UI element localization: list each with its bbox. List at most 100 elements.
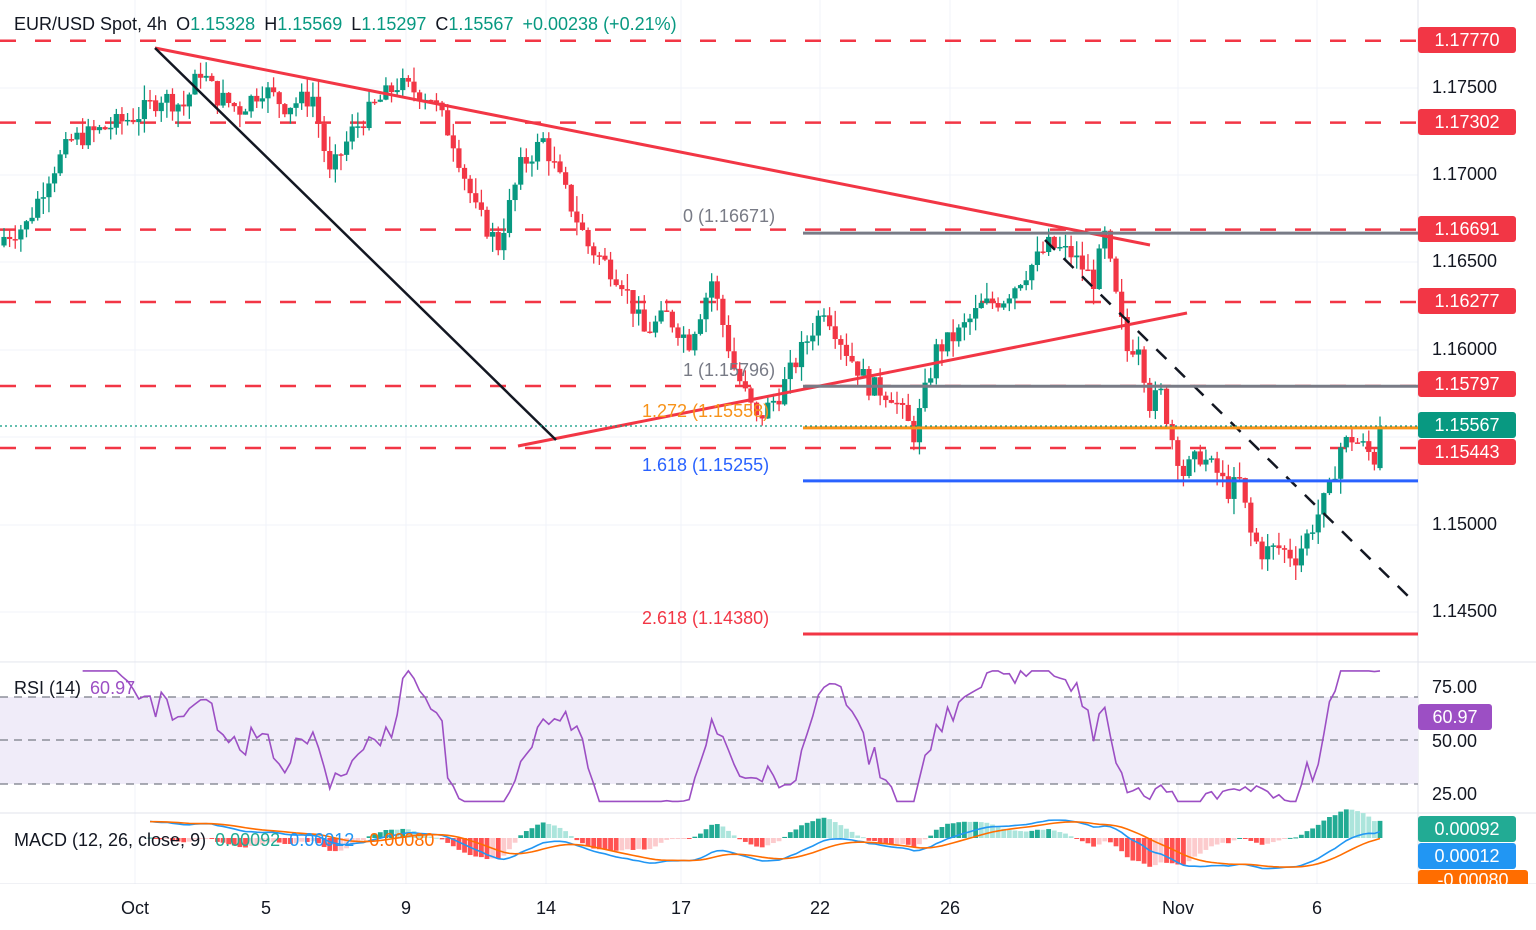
open-label: O xyxy=(176,14,191,34)
candle-body xyxy=(804,341,810,343)
macd-histogram-bar xyxy=(1225,838,1231,844)
macd-histogram-bar xyxy=(1254,838,1259,843)
macd-histogram-bar xyxy=(731,835,737,838)
rsi-tick: 50.00 xyxy=(1432,731,1478,751)
rsi-tick: 25.00 xyxy=(1432,784,1478,804)
macd-histogram-bar xyxy=(759,838,765,848)
macd-histogram-bar xyxy=(299,838,305,842)
macd-histogram-bar xyxy=(1102,838,1108,842)
macd-histogram-bar xyxy=(1130,838,1136,861)
candle-body xyxy=(669,311,675,328)
macd-histogram-bar xyxy=(321,838,327,848)
candle-body xyxy=(1371,451,1377,465)
candle-body xyxy=(956,327,962,342)
candle-body xyxy=(1006,298,1012,304)
ascending-support-trendline xyxy=(517,311,1188,448)
candle-body xyxy=(181,104,187,107)
high-value: 1.15569 xyxy=(277,14,343,34)
macd-histogram-bar xyxy=(1119,838,1125,852)
macd-histogram-bar xyxy=(518,835,524,838)
candle-body xyxy=(102,127,108,130)
candle-body xyxy=(900,402,906,405)
macd-histogram-bar xyxy=(686,838,692,839)
date-tick: 22 xyxy=(809,898,831,918)
macd-histogram-bar xyxy=(1298,834,1304,838)
candle-body xyxy=(293,103,299,108)
macd-line xyxy=(149,819,1381,870)
macd-histogram-bar xyxy=(484,838,490,860)
macd-histogram-bar xyxy=(259,838,265,845)
ohlc-legend: EUR/USD Spot, 4h O1.15328 H1.15569 L1.15… xyxy=(14,14,681,35)
candle-body xyxy=(518,157,524,185)
candle-body xyxy=(484,209,490,237)
macd-histogram-bar xyxy=(282,838,288,844)
macd-histogram-bar xyxy=(546,823,552,838)
candle-body xyxy=(1265,546,1271,560)
macd-histogram-bar xyxy=(799,825,804,838)
candle-body xyxy=(186,94,192,107)
candle-body xyxy=(394,90,400,93)
macd-histogram-bar xyxy=(456,838,462,850)
macd-histogram-bar xyxy=(1203,838,1209,850)
candle-body xyxy=(254,95,260,102)
macd-histogram-bar xyxy=(787,832,793,838)
candle-body xyxy=(1192,451,1198,460)
macd-histogram-bar xyxy=(507,838,512,850)
level-tag: 1.17302 xyxy=(1418,109,1516,135)
current-price-tag: 1.15567 xyxy=(1418,412,1516,438)
fib-label-1: 1 (1.15796) xyxy=(683,360,776,380)
macd-histogram-bar xyxy=(804,822,810,838)
candle-body xyxy=(658,310,664,322)
macd-signal-tag: -0.00080 xyxy=(1418,870,1528,884)
macd-histogram-bar xyxy=(1063,833,1068,838)
candle-body xyxy=(46,183,52,198)
macd-histogram-bar xyxy=(596,838,602,850)
candle-body xyxy=(714,281,720,299)
candle-body xyxy=(725,324,732,352)
macd-histogram-bar xyxy=(1029,830,1035,838)
macd-histogram-bar xyxy=(737,838,743,840)
macd-histogram-bar xyxy=(703,829,709,838)
macd-histogram-bar xyxy=(1046,829,1052,838)
candle-body xyxy=(220,92,226,106)
macd-histogram-bar xyxy=(995,826,1001,838)
candle-body xyxy=(51,173,58,184)
candle-body xyxy=(169,93,176,112)
macd-histogram-bar xyxy=(1035,829,1040,838)
candle-body xyxy=(259,98,265,102)
candle-body xyxy=(928,378,934,383)
macd-histogram-bar xyxy=(209,838,215,839)
candle-body xyxy=(1248,502,1254,533)
candle-body xyxy=(119,114,125,122)
candle-body xyxy=(388,85,395,93)
candle-body xyxy=(815,315,821,336)
date-tick: 26 xyxy=(939,898,961,918)
candle-body xyxy=(1034,251,1041,265)
macd-histogram-bar xyxy=(276,838,282,843)
macd-histogram-bar xyxy=(535,824,540,838)
candle-body xyxy=(1051,236,1057,249)
candle-body xyxy=(984,298,990,303)
candle-body xyxy=(1287,549,1293,559)
candle-body xyxy=(63,139,69,155)
macd-histogram-bar xyxy=(714,824,720,838)
macd-histogram-bar xyxy=(1051,830,1057,838)
candle-body xyxy=(248,95,254,112)
macd-histogram-bar xyxy=(675,838,681,840)
macd-histogram-bar xyxy=(377,832,383,838)
macd-histogram-bar xyxy=(220,838,226,843)
macd-histogram-bar xyxy=(1259,838,1265,845)
price-tick: 1.17000 xyxy=(1432,164,1498,184)
macd-histogram-bar xyxy=(1242,838,1248,839)
macd-histogram-bar xyxy=(1231,838,1237,841)
candle-body xyxy=(641,309,647,332)
candle-body xyxy=(80,132,86,146)
candle-body xyxy=(607,259,614,280)
macd-histogram-bar xyxy=(389,829,394,838)
macd-histogram-bar xyxy=(1124,838,1130,858)
macd-histogram-bar xyxy=(900,838,906,844)
macd-histogram-bar xyxy=(827,819,832,838)
candle-body xyxy=(916,408,923,443)
candle-body xyxy=(973,308,979,319)
